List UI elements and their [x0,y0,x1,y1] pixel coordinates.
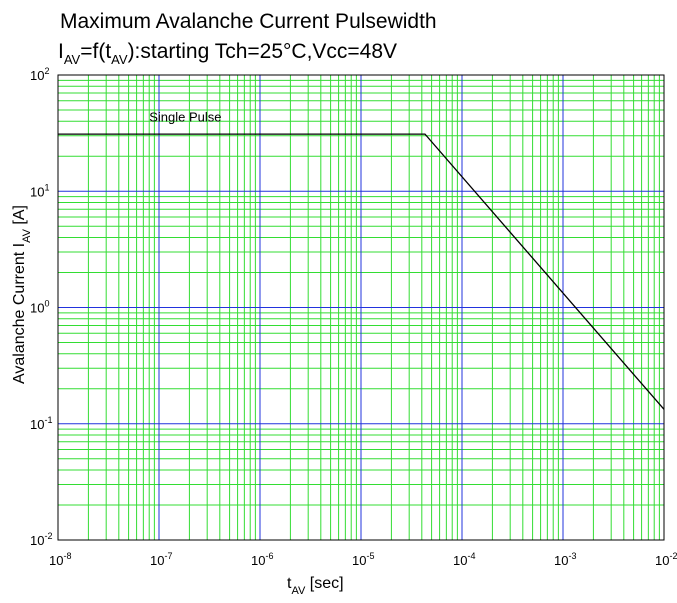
x-tick-label: 10-7 [150,551,172,568]
x-tick-label: 10-4 [453,551,475,568]
annotation-single-pulse: Single Pulse [149,109,221,124]
chart-title-line1: Maximum Avalanche Current Pulsewidth [60,10,437,33]
series-line-1 [58,133,665,410]
xlabel-rest: [sec] [305,575,343,592]
title-I: I [58,40,64,63]
x-axis-label: tAV [sec] [287,575,344,597]
x-tick-labels: 10-8 10-7 10-6 10-5 10-4 10-3 10-2 [49,551,677,568]
title-eq-f: =f(t [80,40,111,63]
title-sub-AV-1: AV [64,52,81,67]
ylabel-sub-AV: AV [21,228,33,243]
x-tick-label: 10-6 [251,551,273,568]
title-sub-AV-2: AV [111,52,128,67]
major-grid [57,75,664,541]
y-tick-label: 10-1 [30,415,52,432]
y-tick-label: 100 [30,299,49,316]
y-tick-label: 101 [30,182,49,199]
x-tick-label: 10-5 [352,551,374,568]
ylabel-main: Avalanche Current I [11,243,28,384]
xlabel-t: t [287,575,292,592]
y-tick-labels: 102 101 100 10-1 10-2 [30,66,52,548]
title-rest: ):starting Tch=25°C,Vcc=48V [128,40,397,63]
chart-title-line2: IAV=f(tAV):starting Tch=25°C,Vcc=48V [58,40,397,67]
y-axis-label: Avalanche Current IAV [A] [11,205,33,384]
series-layer [58,133,665,410]
ylabel-rest: [A] [11,205,28,229]
x-tick-label: 10-3 [554,551,576,568]
y-tick-label: 10-2 [30,531,52,548]
x-tick-label: 10-2 [655,551,677,568]
plot-frame [57,74,665,541]
x-tick-label: 10-8 [49,551,71,568]
y-tick-label: 102 [30,66,49,83]
xlabel-sub-AV: AV [291,585,306,597]
